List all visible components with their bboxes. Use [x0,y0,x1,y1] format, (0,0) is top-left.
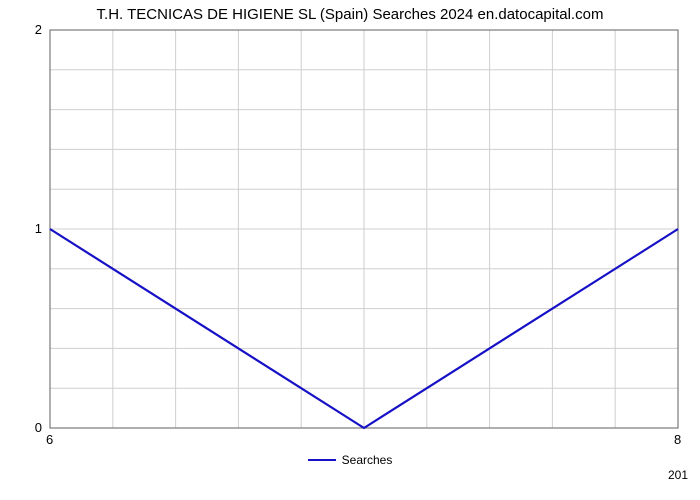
chart-title: T.H. TECNICAS DE HIGIENE SL (Spain) Sear… [0,6,700,23]
chart-svg [0,0,700,500]
legend: Searches [0,452,700,467]
y-tick-label: 1 [35,221,42,236]
x-axis-caption: 201 [668,468,688,482]
x-tick-label: 8 [674,432,681,447]
x-tick-label: 6 [46,432,53,447]
y-tick-label: 0 [35,420,42,435]
legend-label: Searches [342,453,393,467]
y-tick-label: 2 [35,22,42,37]
line-chart: T.H. TECNICAS DE HIGIENE SL (Spain) Sear… [0,0,700,500]
legend-swatch [308,459,336,461]
